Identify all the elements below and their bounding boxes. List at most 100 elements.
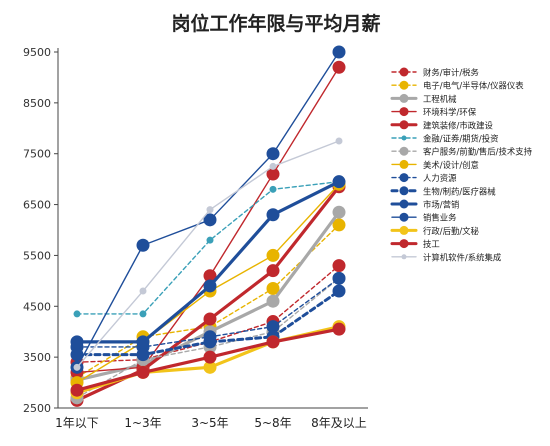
data-point — [332, 322, 346, 336]
legend-label: 电子/电气/半导体/仪器仪表 — [423, 81, 524, 91]
data-point — [136, 365, 150, 379]
legend-item: 工程机械 — [390, 93, 457, 104]
y-tick-label: 3500 — [23, 351, 51, 364]
legend-item: 美术/设计/创意 — [391, 159, 479, 170]
data-point — [332, 205, 346, 219]
legend-marker — [399, 186, 409, 196]
series-15 — [73, 137, 343, 371]
data-point — [266, 264, 280, 278]
y-tick-label: 6500 — [23, 199, 51, 212]
legend-label: 客户服务/前勤/售后/技术支持 — [423, 147, 533, 157]
data-point — [266, 294, 280, 308]
legend-label: 销售业务 — [423, 213, 457, 223]
data-point — [206, 206, 214, 214]
legend-label: 行政/后勤/文秘 — [423, 226, 480, 236]
y-tick-label: 7500 — [23, 148, 51, 161]
legend-marker — [399, 107, 409, 117]
legend: 财务/审计/税务电子/电气/半导体/仪器仪表工程机械环境科学/环保建筑装修/市政… — [390, 67, 533, 262]
y-tick-label: 4500 — [23, 300, 51, 313]
legend-label: 财务/审计/税务 — [423, 68, 480, 78]
data-point — [332, 175, 346, 189]
legend-marker — [399, 212, 409, 222]
legend-label: 环境科学/环保 — [423, 107, 477, 117]
data-point — [203, 279, 217, 293]
series-12 — [70, 45, 346, 374]
legend-marker — [399, 120, 409, 130]
data-point — [206, 236, 214, 244]
legend-item: 技工 — [390, 239, 440, 249]
data-point — [266, 320, 280, 334]
data-point — [332, 218, 346, 232]
x-tick-label: 5~8年 — [254, 416, 291, 430]
data-point — [269, 185, 277, 193]
plot-area — [70, 45, 346, 407]
x-tick-label: 8年及以上 — [311, 416, 367, 430]
legend-label: 建筑装修/市政建设 — [423, 120, 493, 130]
data-point — [73, 310, 81, 318]
data-point — [203, 312, 217, 326]
legend-label: 计算机软件/系统集成 — [423, 252, 502, 262]
legend-item: 市场/营销 — [390, 199, 459, 210]
legend-label: 工程机械 — [423, 94, 457, 104]
legend-marker — [399, 93, 409, 103]
data-point — [139, 310, 147, 318]
axes: 2500 3500 4500 5500 6500 7500 8500 9500 1年以下 1~3年… — [23, 46, 368, 430]
x-tick-label: 3~5年 — [191, 416, 228, 430]
data-point — [266, 281, 280, 295]
legend-marker — [399, 146, 409, 156]
data-point — [266, 167, 280, 181]
legend-item: 电子/电气/半导体/仪器仪表 — [391, 80, 524, 91]
data-point — [70, 348, 84, 362]
data-point — [266, 147, 280, 161]
data-point — [139, 287, 147, 295]
data-point — [332, 271, 346, 285]
data-point — [70, 335, 84, 349]
legend-label: 美术/设计/创意 — [423, 160, 479, 170]
data-point — [73, 363, 81, 371]
data-point — [332, 60, 346, 74]
data-point — [332, 284, 346, 298]
legend-marker — [401, 135, 407, 141]
series-11 — [70, 175, 346, 349]
y-tick-label: 8500 — [23, 97, 51, 110]
legend-marker — [399, 225, 409, 235]
data-point — [136, 335, 150, 349]
legend-item: 计算机软件/系统集成 — [391, 252, 502, 262]
data-point — [266, 208, 280, 222]
legend-marker — [399, 80, 409, 90]
data-point — [70, 383, 84, 397]
data-point — [332, 45, 346, 59]
legend-item: 行政/后勤/文秘 — [390, 225, 480, 236]
data-point — [203, 350, 217, 364]
legend-item: 人力资源 — [391, 173, 457, 183]
x-tick-label: 1~3年 — [124, 416, 161, 430]
data-point — [203, 335, 217, 349]
legend-label: 金融/证券/期货/投资 — [423, 134, 498, 144]
x-tick-label: 1年以下 — [55, 416, 99, 430]
legend-marker — [399, 239, 409, 249]
series-14 — [70, 322, 346, 397]
y-tick-label: 9500 — [23, 46, 51, 59]
chart-title: 岗位工作年限与平均月薪 — [171, 12, 380, 35]
series-6 — [73, 178, 343, 318]
legend-item: 环境科学/环保 — [391, 107, 477, 117]
legend-marker — [399, 159, 409, 169]
data-point — [203, 213, 217, 227]
data-point — [266, 248, 280, 262]
legend-label: 市场/营销 — [423, 200, 459, 210]
data-point — [203, 360, 217, 374]
data-point — [269, 162, 277, 170]
legend-item: 财务/审计/税务 — [391, 67, 480, 78]
legend-item: 建筑装修/市政建设 — [390, 120, 493, 130]
series-line — [76, 224, 340, 379]
data-point — [266, 335, 280, 349]
data-point — [335, 137, 343, 145]
legend-marker — [399, 199, 409, 209]
data-point — [136, 238, 150, 252]
data-point — [332, 259, 346, 273]
legend-label: 生物/制药/医疗器械 — [423, 186, 496, 196]
legend-label: 人力资源 — [423, 173, 457, 183]
legend-marker — [401, 254, 407, 260]
